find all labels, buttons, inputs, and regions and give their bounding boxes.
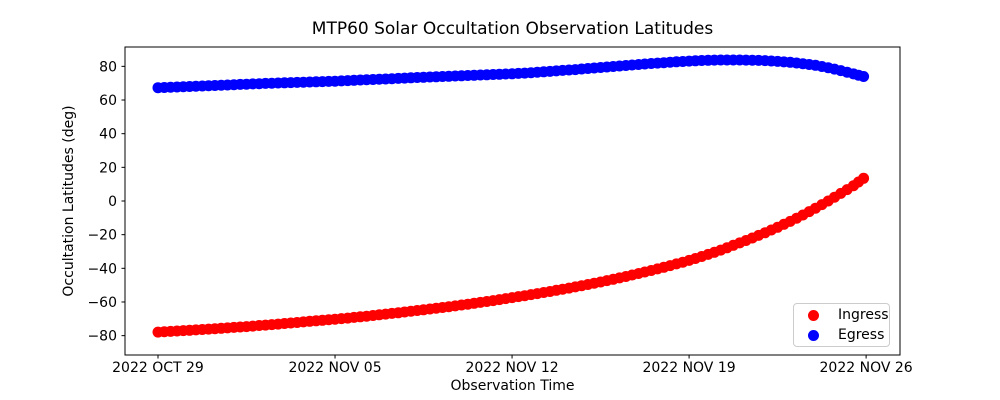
y-tick-label: 20 (99, 160, 117, 176)
egress-marker-icon (808, 329, 819, 341)
axes-spines (124, 46, 901, 356)
legend-label-ingress: Ingress (838, 306, 889, 323)
legend-item-egress: Egress (794, 327, 889, 344)
data-point-ingress (858, 172, 870, 184)
legend: Ingress Egress (793, 303, 890, 347)
y-tick-label: 60 (99, 93, 117, 109)
y-tick-label: 80 (99, 59, 117, 75)
x-tick-label: 2022 OCT 29 (112, 360, 204, 376)
y-tick-label: 0 (108, 194, 117, 210)
x-axis-label: Observation Time (450, 378, 575, 394)
y-tick-label: 40 (99, 127, 117, 143)
y-tick-label: −40 (87, 261, 117, 277)
data-point-egress (858, 71, 870, 82)
y-tick-label: −80 (87, 329, 117, 345)
legend-item-ingress: Ingress (794, 307, 889, 324)
y-tick-label: −20 (87, 228, 117, 244)
x-tick-label: 2022 NOV 12 (465, 360, 558, 376)
y-tick-label: −60 (87, 295, 117, 311)
chart-title: MTP60 Solar Occultation Observation Lati… (311, 19, 714, 39)
ingress-marker-icon (808, 309, 819, 321)
legend-label-egress: Egress (838, 326, 885, 343)
x-tick-label: 2022 NOV 05 (288, 360, 381, 376)
x-tick-label: 2022 NOV 26 (820, 360, 913, 376)
x-tick-label: 2022 NOV 19 (642, 360, 735, 376)
